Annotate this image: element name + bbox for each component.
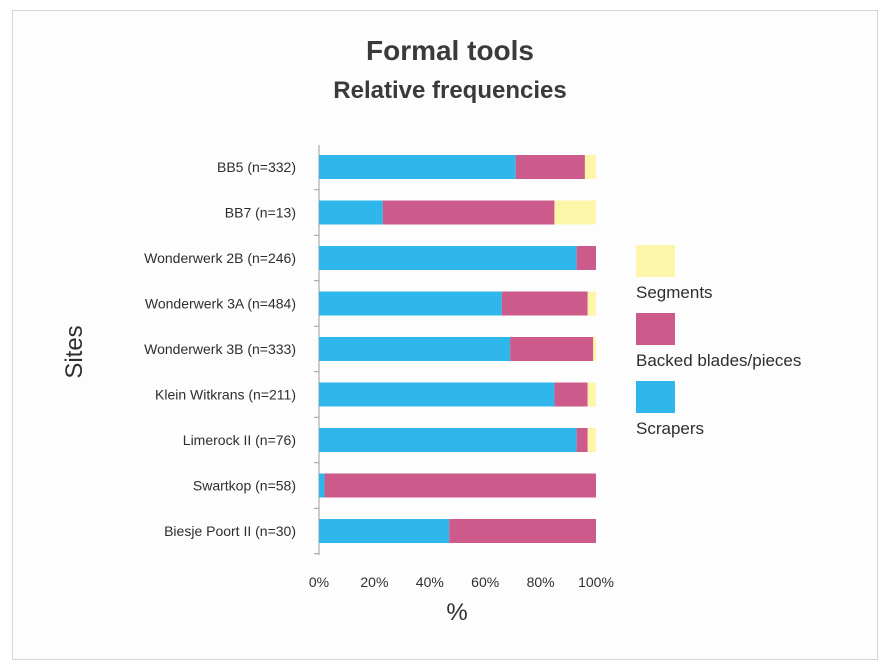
- category-label: Wonderwerk 3B (n=333): [144, 341, 296, 357]
- bar-segment-scrapers: [319, 428, 577, 452]
- bar-segment-scrapers: [319, 155, 516, 179]
- chart-subtitle: Relative frequencies: [333, 77, 566, 104]
- x-tick-label: 20%: [360, 574, 388, 590]
- x-axis-label: %: [446, 599, 467, 626]
- bar-segment-segments: [554, 200, 596, 225]
- bar-segment-segments: [584, 155, 596, 179]
- category-label: Biesje Poort II (n=30): [164, 523, 296, 539]
- legend-label: Scrapers: [636, 419, 704, 438]
- bar-segment-backed-blades-pieces: [501, 291, 588, 316]
- bar-segment-scrapers: [319, 519, 450, 543]
- bar-segment-scrapers: [319, 473, 325, 498]
- legend-swatch: [636, 245, 675, 277]
- legend: Segments Backed blades/pieces Scrapers: [636, 245, 801, 438]
- bar-segment-backed-blades-pieces: [515, 155, 585, 179]
- legend-label: Backed blades/pieces: [636, 351, 801, 370]
- category-label: Swartkop (n=58): [193, 478, 296, 494]
- bar-segment-backed-blades-pieces: [324, 473, 596, 498]
- chart-frame: [12, 10, 878, 660]
- bar-segment-scrapers: [319, 337, 511, 361]
- category-labels: BB5 (n=332) BB7 (n=13) Wonderwerk 2B (n=24…: [144, 159, 319, 555]
- bar-segment-backed-blades-pieces: [510, 337, 594, 361]
- category-label: Klein Witkrans (n=211): [155, 387, 296, 403]
- bar-segment-backed-blades-pieces: [382, 200, 555, 225]
- category-label: Wonderwerk 2B (n=246): [144, 250, 296, 266]
- x-tick-label: 0%: [309, 574, 329, 590]
- legend-swatch: [636, 381, 675, 413]
- bar-segment-segments: [593, 337, 596, 361]
- category-label: Limerock II (n=76): [183, 432, 296, 448]
- bar-segment-scrapers: [319, 291, 502, 316]
- bar-segment-backed-blades-pieces: [576, 428, 588, 452]
- x-tick-label: 40%: [416, 574, 444, 590]
- bar-segment-backed-blades-pieces: [449, 519, 596, 543]
- y-axis-label: Sites: [61, 325, 88, 378]
- bar-segment-segments: [587, 428, 596, 452]
- bar-segment-scrapers: [319, 382, 555, 407]
- legend-swatch: [636, 313, 675, 345]
- chart-title: Formal tools: [366, 35, 534, 66]
- bar-segment-segments: [587, 382, 596, 407]
- x-tick-label: 80%: [527, 574, 555, 590]
- category-label: BB7 (n=13): [225, 205, 296, 221]
- x-tick-labels: 0% 20% 40% 60% 80% 100%: [309, 574, 614, 590]
- bar-segment-scrapers: [319, 200, 383, 225]
- x-tick-label: 100%: [578, 574, 614, 590]
- bars-group: [319, 155, 596, 543]
- category-label: BB5 (n=332): [217, 159, 296, 175]
- bar-segment-segments: [587, 291, 596, 316]
- bar-segment-backed-blades-pieces: [576, 246, 596, 270]
- bar-segment-backed-blades-pieces: [554, 382, 588, 407]
- category-label: Wonderwerk 3A (n=484): [145, 296, 296, 312]
- bar-segment-scrapers: [319, 246, 577, 270]
- legend-label: Segments: [636, 283, 713, 302]
- x-tick-label: 60%: [471, 574, 499, 590]
